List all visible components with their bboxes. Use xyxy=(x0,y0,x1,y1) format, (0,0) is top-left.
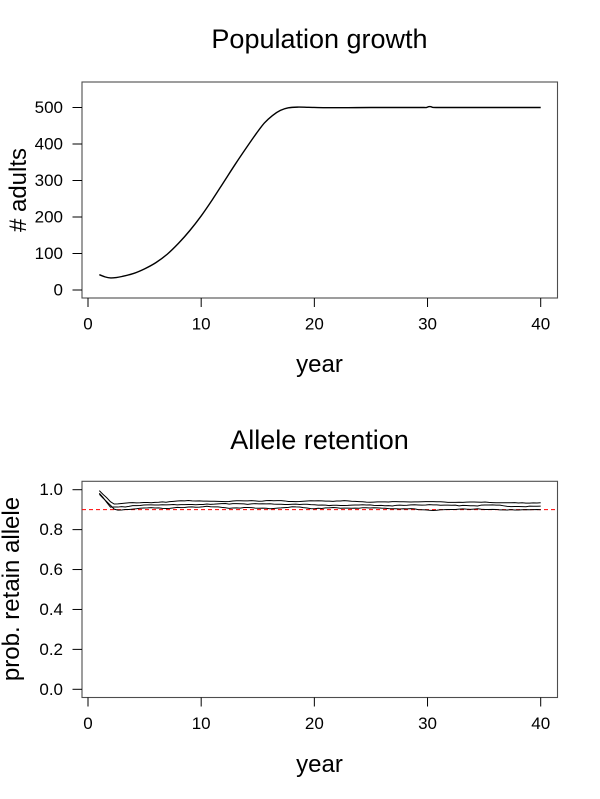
svg-text:1.0: 1.0 xyxy=(39,480,63,499)
svg-text:300: 300 xyxy=(35,171,63,190)
svg-text:# adults: # adults xyxy=(5,148,32,232)
svg-text:Allele retention: Allele retention xyxy=(230,425,409,455)
svg-text:40: 40 xyxy=(531,315,550,334)
svg-text:0: 0 xyxy=(83,714,92,733)
svg-text:year: year xyxy=(296,351,343,378)
svg-text:Population growth: Population growth xyxy=(211,24,427,54)
svg-text:40: 40 xyxy=(531,714,550,733)
svg-text:0.2: 0.2 xyxy=(39,640,63,659)
svg-text:year: year xyxy=(296,751,343,778)
svg-text:20: 20 xyxy=(305,315,324,334)
svg-text:0.4: 0.4 xyxy=(39,600,63,619)
svg-text:10: 10 xyxy=(192,315,211,334)
svg-text:20: 20 xyxy=(305,714,324,733)
svg-text:prob. retain allele: prob. retain allele xyxy=(0,497,25,681)
svg-text:10: 10 xyxy=(192,714,211,733)
svg-text:100: 100 xyxy=(35,244,63,263)
svg-text:200: 200 xyxy=(35,208,63,227)
svg-text:0.8: 0.8 xyxy=(39,520,63,539)
svg-text:0.0: 0.0 xyxy=(39,680,63,699)
svg-text:0: 0 xyxy=(54,281,63,300)
svg-text:400: 400 xyxy=(35,135,63,154)
svg-text:0: 0 xyxy=(83,315,92,334)
svg-text:0.6: 0.6 xyxy=(39,560,63,579)
svg-text:30: 30 xyxy=(418,315,437,334)
svg-text:500: 500 xyxy=(35,98,63,117)
svg-text:30: 30 xyxy=(418,714,437,733)
